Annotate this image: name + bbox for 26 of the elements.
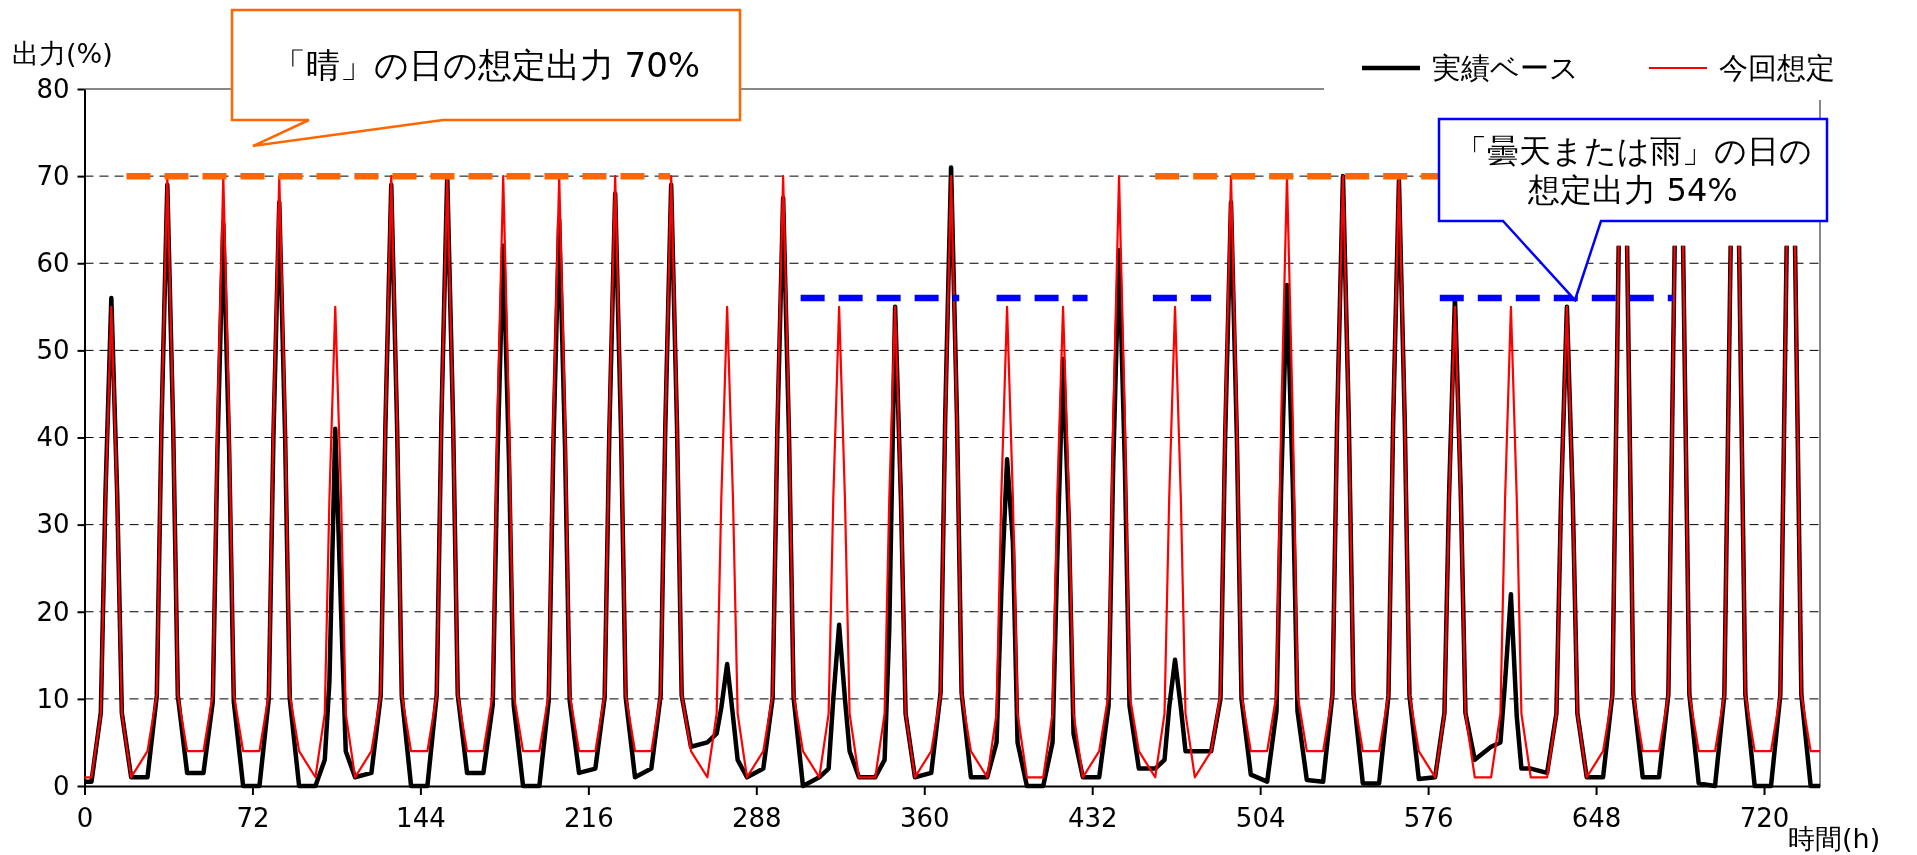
x-tick-label: 432	[1067, 803, 1118, 834]
x-tick-label: 360	[899, 803, 950, 834]
x-tick-label: 72	[236, 803, 270, 834]
x-tick-label: 144	[396, 803, 446, 834]
y-tick-label: 60	[36, 248, 70, 279]
y-tick-label: 50	[36, 335, 70, 366]
x-tick-label: 216	[564, 803, 614, 834]
y-tick-label: 0	[52, 770, 70, 801]
y-tick-label: 10	[36, 683, 70, 714]
y-tick-label: 20	[36, 596, 70, 627]
x-tick-label: 648	[1571, 803, 1622, 834]
y-tick-label: 40	[36, 422, 70, 453]
x-tick-label: 288	[731, 803, 782, 834]
x-axis-title: 時間(h)	[1788, 823, 1881, 854]
y-tick-label: 70	[36, 160, 70, 191]
y-axis-title: 出力(%)	[12, 38, 113, 69]
annotation: 「曇天または雨」の日の想定出力 54%	[1454, 132, 1812, 209]
legend-label: 今回想定	[1719, 51, 1835, 85]
legend-label: 実績ベース	[1432, 51, 1579, 85]
x-tick-label: 504	[1235, 803, 1286, 834]
text: 「晴」の日の想定出力 70%	[271, 45, 701, 86]
y-tick-label: 30	[36, 509, 70, 540]
x-tick-label: 0	[76, 803, 94, 834]
x-tick-label: 720	[1739, 803, 1790, 834]
y-tick-label: 80	[36, 73, 70, 104]
x-tick-label: 576	[1403, 803, 1454, 834]
